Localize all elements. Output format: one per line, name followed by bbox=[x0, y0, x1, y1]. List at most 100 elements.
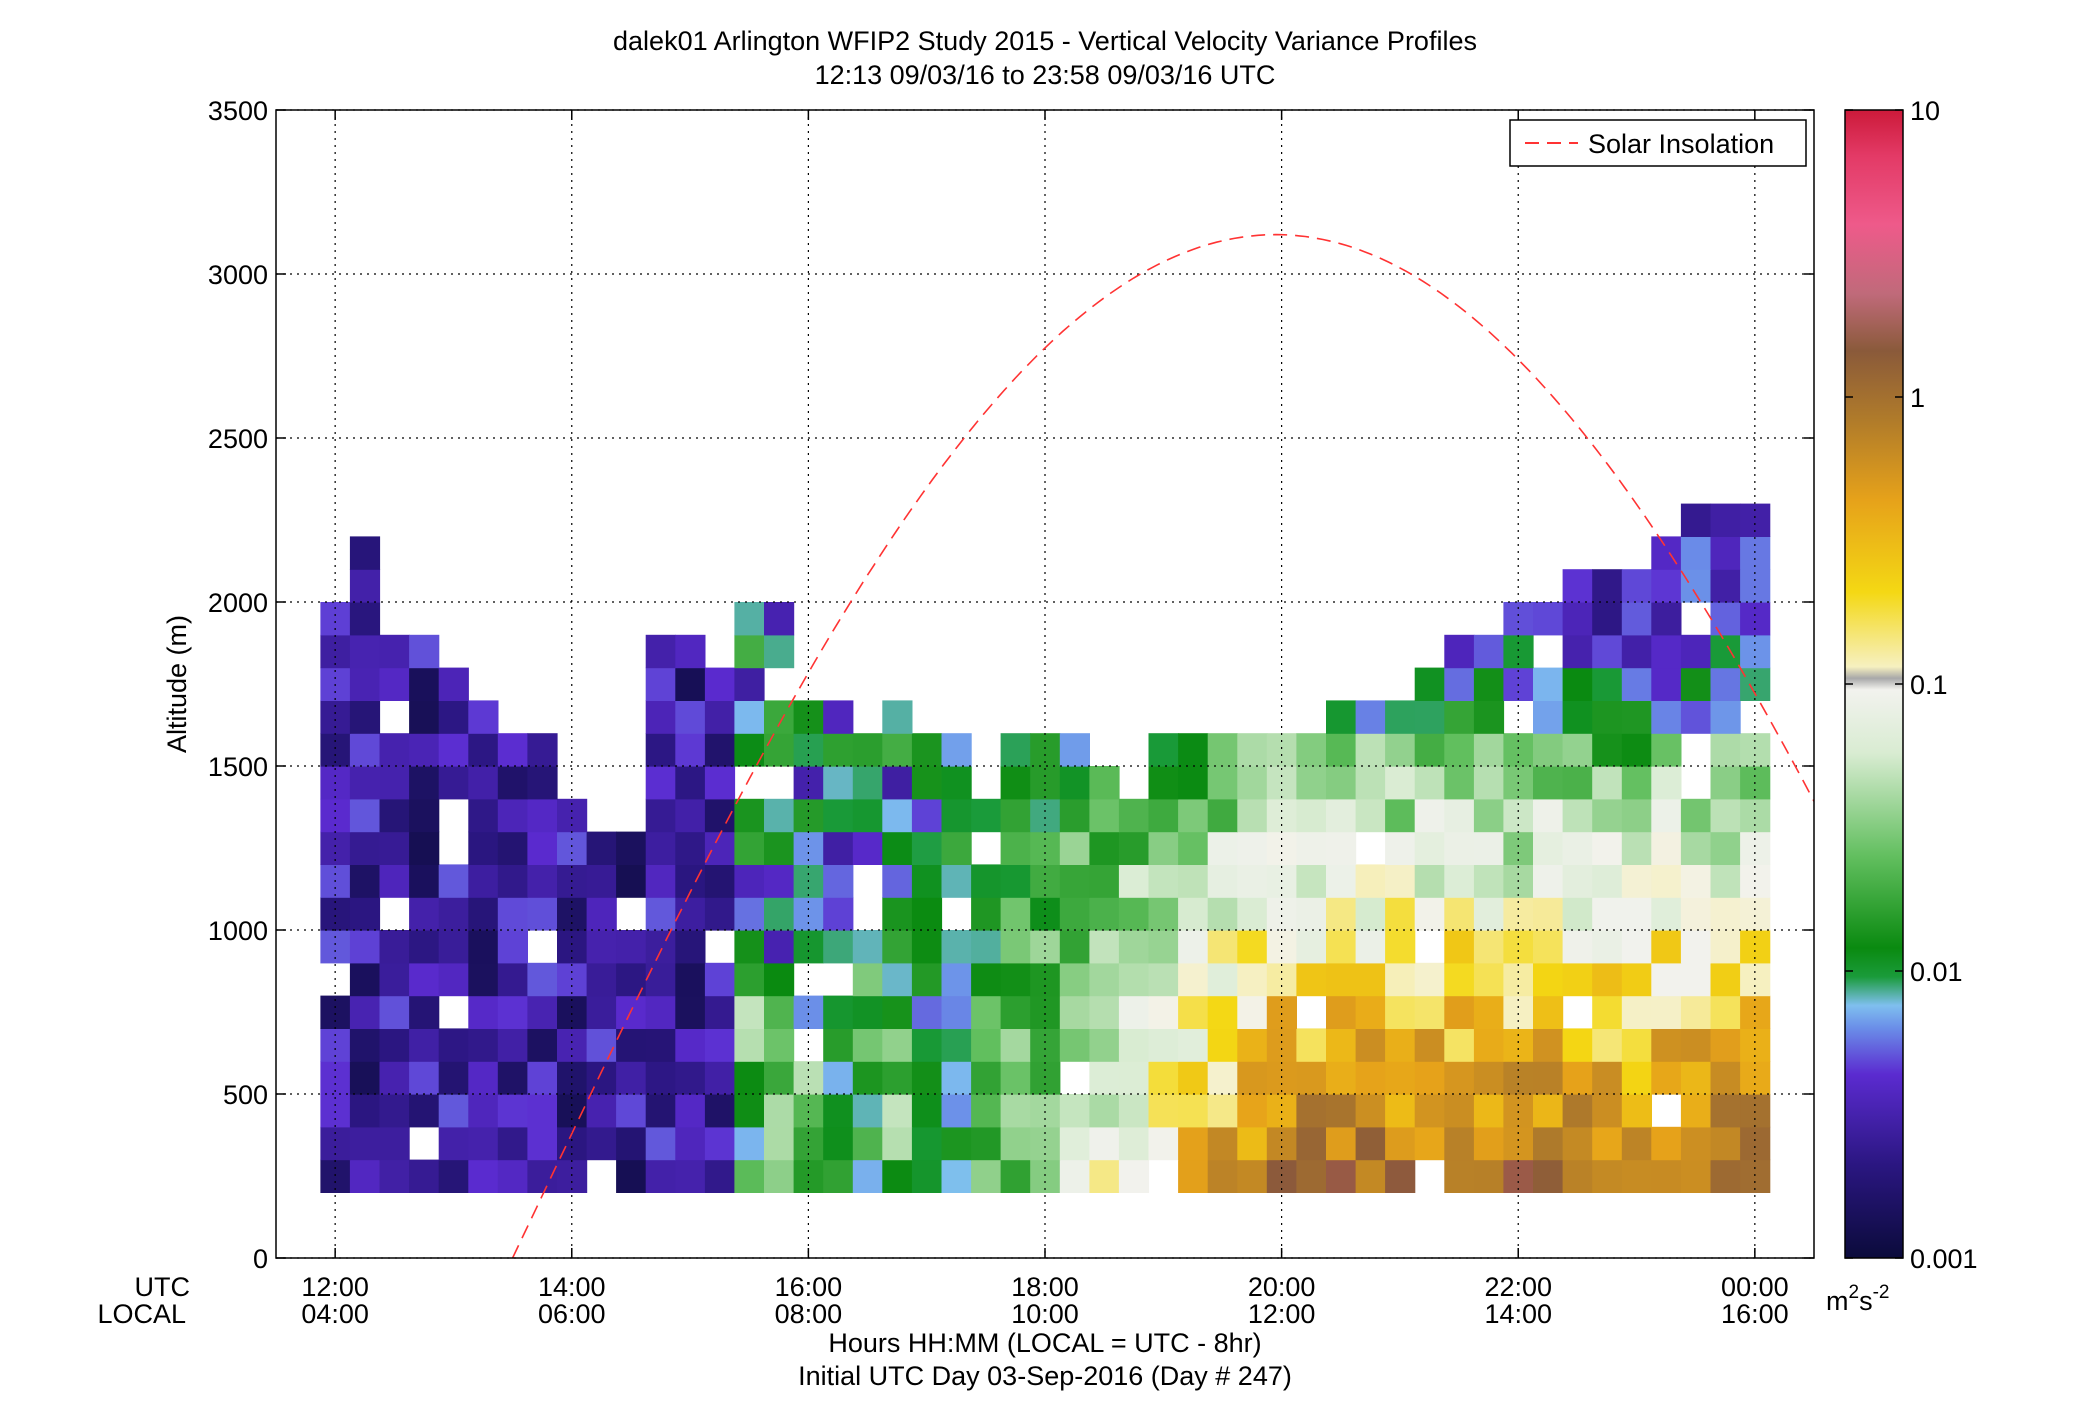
heatmap-cell bbox=[704, 1028, 736, 1062]
x-tick-label-utc: 12:00 bbox=[301, 1272, 369, 1302]
heatmap-cell bbox=[1178, 897, 1209, 931]
heatmap-cell bbox=[1296, 1126, 1327, 1161]
heatmap-cell bbox=[1473, 1061, 1505, 1095]
heatmap-cell bbox=[645, 1028, 676, 1062]
heatmap-cell bbox=[1533, 798, 1564, 833]
heatmap-cell bbox=[1592, 1061, 1623, 1095]
heatmap-cell bbox=[823, 995, 854, 1029]
heatmap-cell bbox=[1178, 930, 1209, 964]
heatmap-cell bbox=[1651, 798, 1682, 833]
x-tick-label-local: 08:00 bbox=[775, 1299, 843, 1329]
heatmap-cell bbox=[704, 864, 736, 898]
heatmap-cell bbox=[1680, 569, 1712, 603]
heatmap-cell bbox=[349, 798, 381, 833]
heatmap-cell bbox=[586, 995, 617, 1029]
heatmap-cell bbox=[1680, 1094, 1712, 1128]
legend-solar-label: Solar Insolation bbox=[1588, 129, 1774, 159]
heatmap-cell bbox=[497, 995, 528, 1029]
colorbar-unit-exp2: -2 bbox=[1873, 1282, 1890, 1303]
heatmap-cell bbox=[1237, 1028, 1268, 1062]
heatmap-cell bbox=[1237, 897, 1268, 931]
heatmap-cell bbox=[882, 700, 913, 734]
heatmap-cell bbox=[349, 700, 381, 734]
heatmap-cell bbox=[852, 1126, 883, 1161]
heatmap-cell bbox=[438, 1094, 469, 1128]
heatmap-cell bbox=[379, 930, 410, 964]
heatmap-cell bbox=[764, 733, 795, 767]
heatmap-cell bbox=[1059, 930, 1090, 964]
heatmap-cell bbox=[1089, 864, 1120, 898]
heatmap-cell bbox=[1444, 1061, 1475, 1095]
heatmap-cell bbox=[586, 897, 617, 931]
heatmap-cell bbox=[1059, 766, 1090, 800]
heatmap-cell bbox=[1444, 1159, 1475, 1193]
y-tick-label: 0 bbox=[253, 1244, 268, 1274]
colorbar-unit-mid: s bbox=[1859, 1286, 1873, 1316]
heatmap-cell bbox=[438, 897, 469, 931]
heatmap-cell bbox=[793, 1094, 824, 1128]
heatmap-cell bbox=[527, 766, 558, 800]
heatmap-cell bbox=[409, 766, 440, 800]
heatmap-cell bbox=[911, 864, 943, 898]
heatmap-cell bbox=[379, 634, 410, 669]
heatmap-cell bbox=[616, 1028, 647, 1062]
heatmap-cell bbox=[764, 634, 795, 669]
heatmap-cell bbox=[645, 864, 676, 898]
heatmap-cell bbox=[1326, 995, 1357, 1029]
x-tick-label-local: 10:00 bbox=[1011, 1299, 1079, 1329]
heatmap-cell bbox=[734, 602, 765, 636]
heatmap-cell bbox=[409, 995, 440, 1029]
heatmap-cell bbox=[1592, 634, 1623, 669]
colorbar-unit: m2s-2 bbox=[1826, 1282, 1889, 1316]
heatmap-cell bbox=[379, 1126, 410, 1161]
heatmap-cell bbox=[1030, 1126, 1061, 1161]
heatmap-cell bbox=[586, 962, 617, 997]
heatmap-cell bbox=[734, 831, 765, 865]
chart-subtitle: 12:13 09/03/16 to 23:58 09/03/16 UTC bbox=[815, 60, 1276, 90]
heatmap-cell bbox=[764, 1094, 795, 1128]
heatmap-cell bbox=[734, 962, 765, 997]
heatmap-cell bbox=[1444, 1126, 1475, 1161]
heatmap-cell bbox=[1207, 995, 1238, 1029]
heatmap-cell bbox=[1385, 1126, 1416, 1161]
heatmap-cell bbox=[1148, 1061, 1179, 1095]
heatmap-cell bbox=[1651, 962, 1682, 997]
heatmap-cell bbox=[1740, 1159, 1771, 1193]
heatmap-cell bbox=[645, 634, 676, 669]
heatmap-cell bbox=[1296, 930, 1327, 964]
heatmap-cell bbox=[586, 930, 617, 964]
heatmap-cell bbox=[645, 1159, 676, 1193]
heatmap-cell bbox=[645, 831, 676, 865]
heatmap-cell bbox=[1237, 831, 1268, 865]
heatmap-cell bbox=[645, 930, 676, 964]
heatmap-cell bbox=[1473, 1094, 1505, 1128]
heatmap-cell bbox=[1444, 962, 1475, 997]
heatmap-cell bbox=[320, 1159, 351, 1193]
heatmap-cell bbox=[1680, 831, 1712, 865]
heatmap-cell bbox=[882, 1061, 913, 1095]
heatmap-cell bbox=[409, 930, 440, 964]
heatmap-cell bbox=[1621, 569, 1652, 603]
heatmap-cell bbox=[1562, 962, 1593, 997]
heatmap-cell bbox=[1118, 798, 1150, 833]
heatmap-cell bbox=[1621, 667, 1652, 701]
heatmap-cell bbox=[1592, 995, 1623, 1029]
heatmap-cell bbox=[734, 897, 765, 931]
heatmap-cell bbox=[1710, 930, 1741, 964]
heatmap-cell bbox=[675, 634, 706, 669]
heatmap-cell bbox=[1651, 602, 1682, 636]
heatmap-cell bbox=[734, 634, 765, 669]
heatmap-cell bbox=[764, 930, 795, 964]
heatmap-cell bbox=[645, 1061, 676, 1095]
heatmap-cell bbox=[882, 1126, 913, 1161]
heatmap-cell bbox=[616, 1159, 647, 1193]
heatmap-cell bbox=[1473, 766, 1505, 800]
heatmap-cell bbox=[438, 1159, 469, 1193]
heatmap-cell bbox=[349, 1159, 381, 1193]
heatmap-cell bbox=[1178, 766, 1209, 800]
heatmap-cell bbox=[1473, 798, 1505, 833]
heatmap-cell bbox=[497, 831, 528, 865]
heatmap-cell bbox=[1118, 1028, 1150, 1062]
y-tick-label: 1000 bbox=[208, 916, 268, 946]
